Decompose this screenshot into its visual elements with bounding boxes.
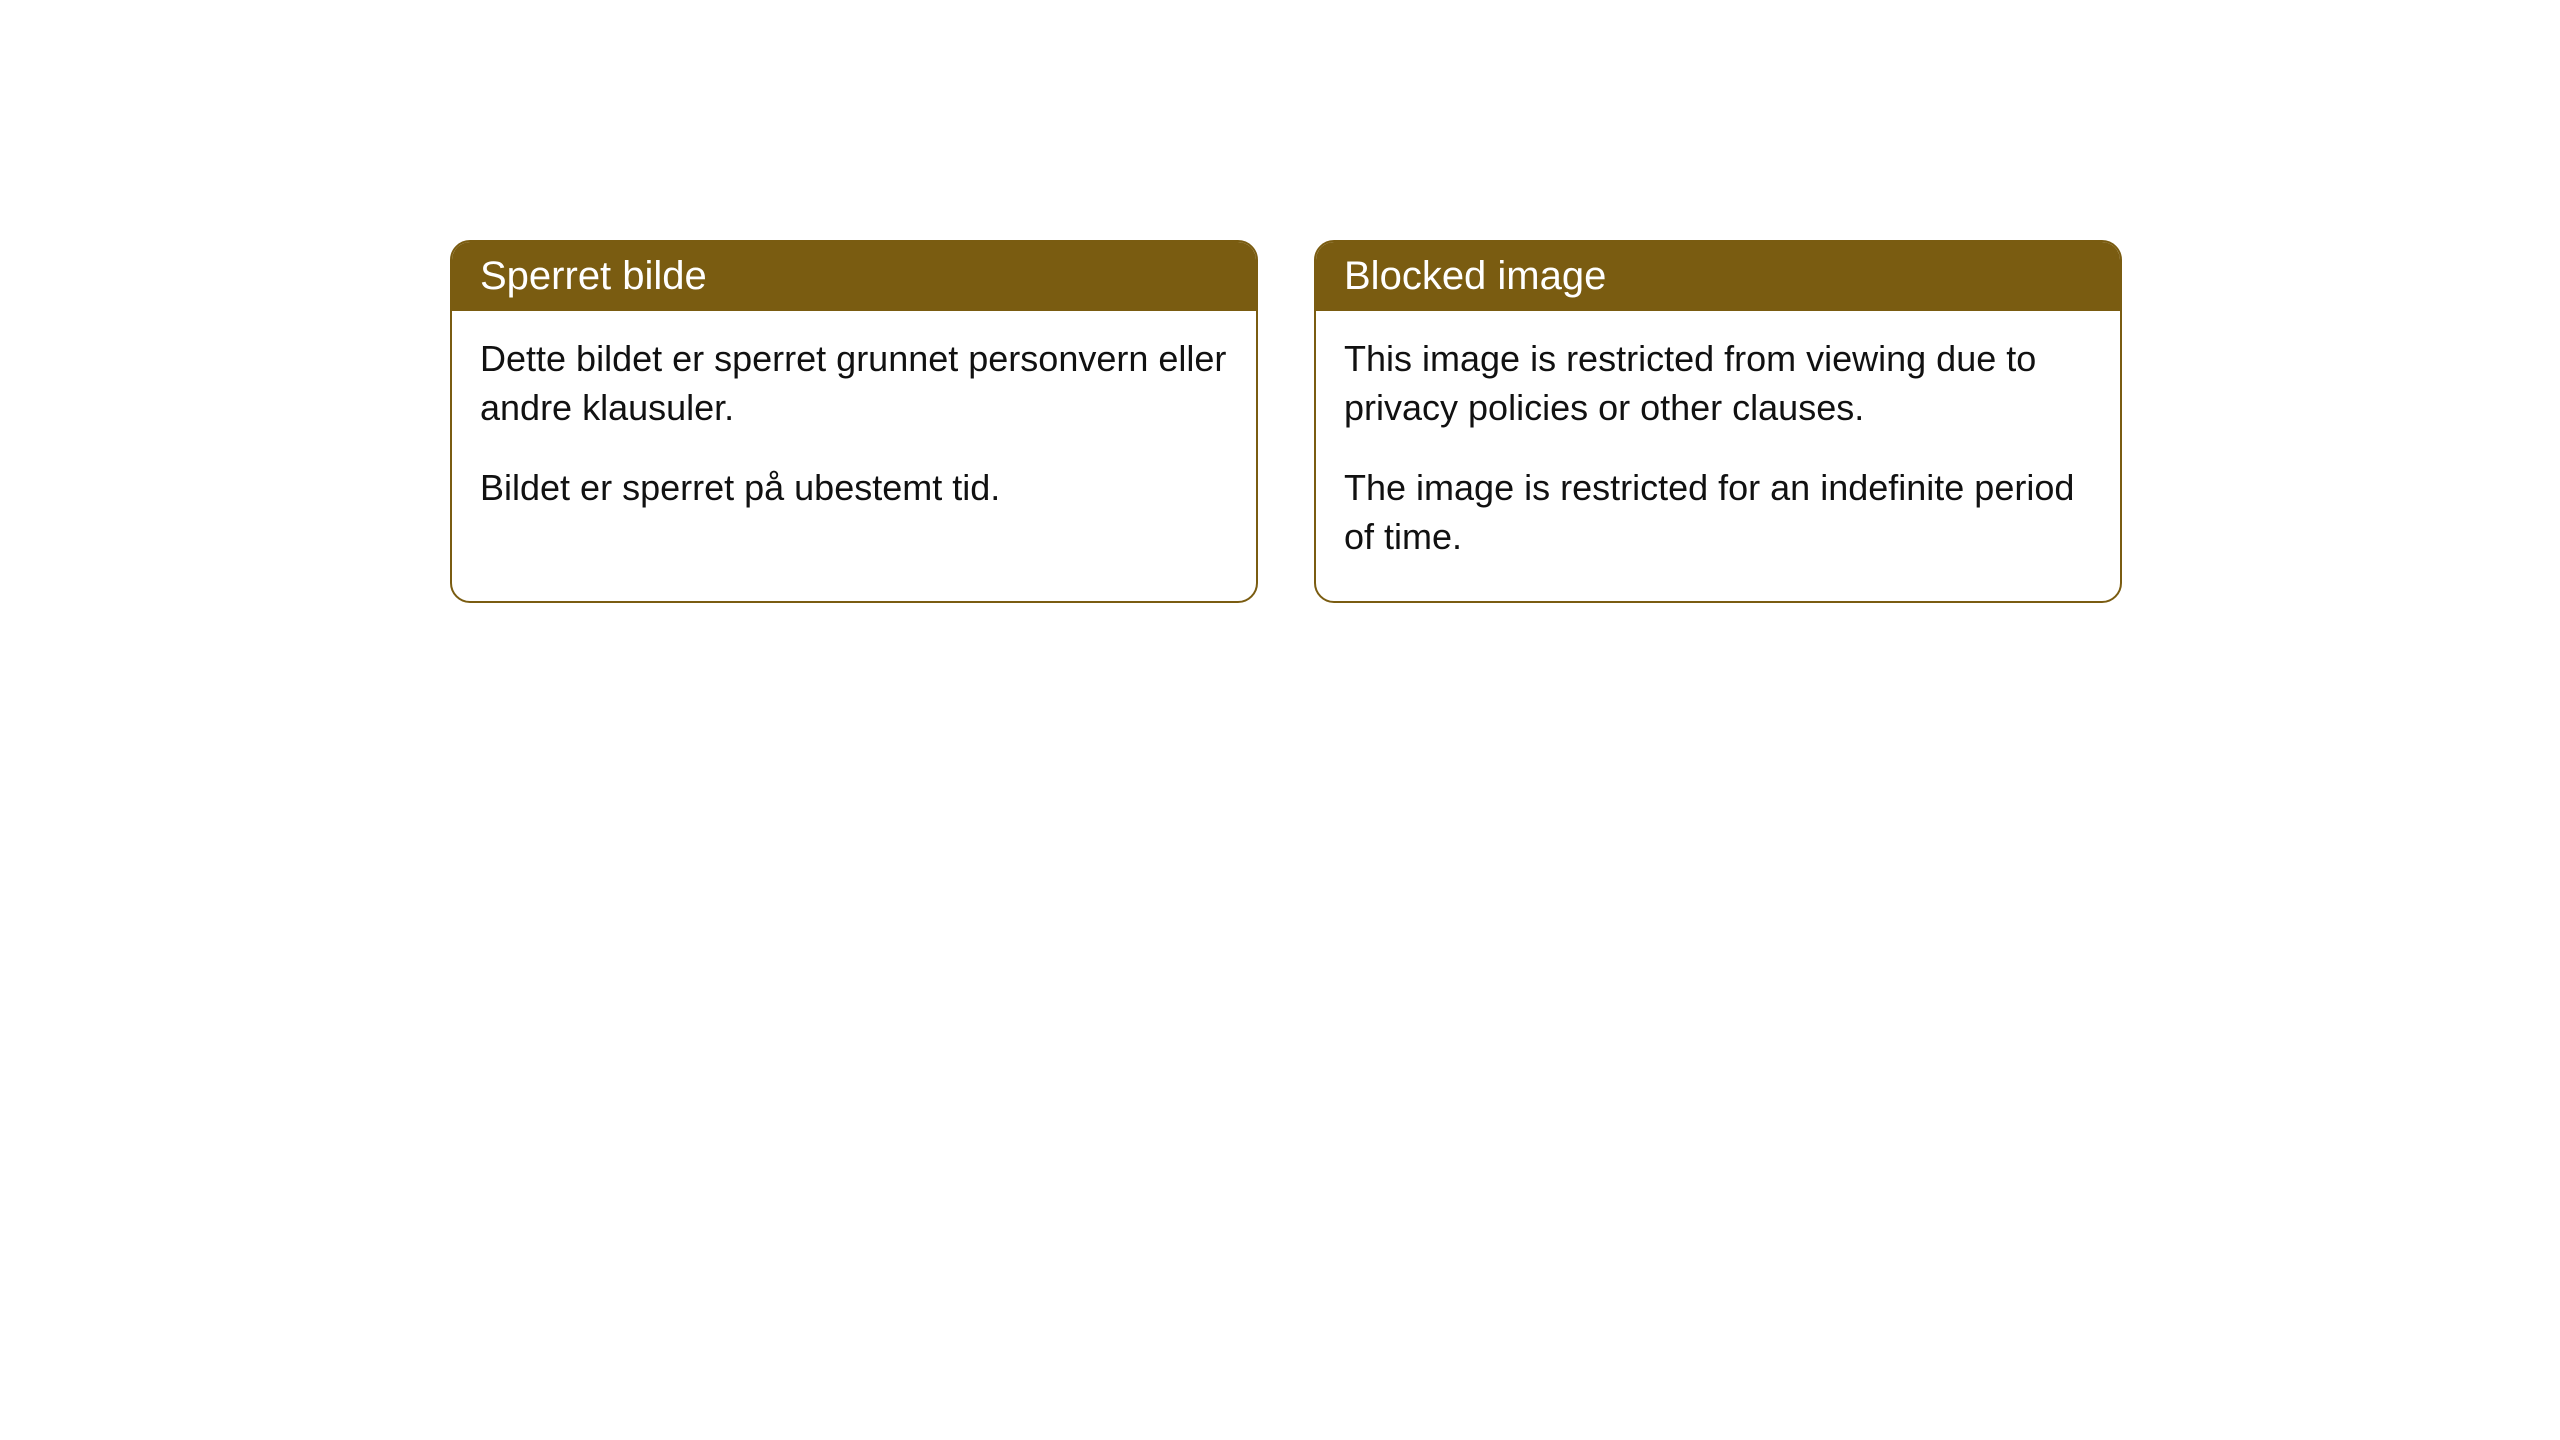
cards-container: Sperret bilde Dette bildet er sperret gr… xyxy=(450,240,2122,603)
card-title: Blocked image xyxy=(1344,254,1606,298)
card-paragraph: The image is restricted for an indefinit… xyxy=(1344,464,2092,561)
card-norwegian: Sperret bilde Dette bildet er sperret gr… xyxy=(450,240,1258,603)
card-english: Blocked image This image is restricted f… xyxy=(1314,240,2122,603)
card-title: Sperret bilde xyxy=(480,254,707,298)
card-paragraph: Bildet er sperret på ubestemt tid. xyxy=(480,464,1228,513)
card-header-norwegian: Sperret bilde xyxy=(452,242,1256,311)
card-header-english: Blocked image xyxy=(1316,242,2120,311)
card-body-english: This image is restricted from viewing du… xyxy=(1316,311,2120,601)
card-paragraph: Dette bildet er sperret grunnet personve… xyxy=(480,335,1228,432)
card-body-norwegian: Dette bildet er sperret grunnet personve… xyxy=(452,311,1256,553)
card-paragraph: This image is restricted from viewing du… xyxy=(1344,335,2092,432)
